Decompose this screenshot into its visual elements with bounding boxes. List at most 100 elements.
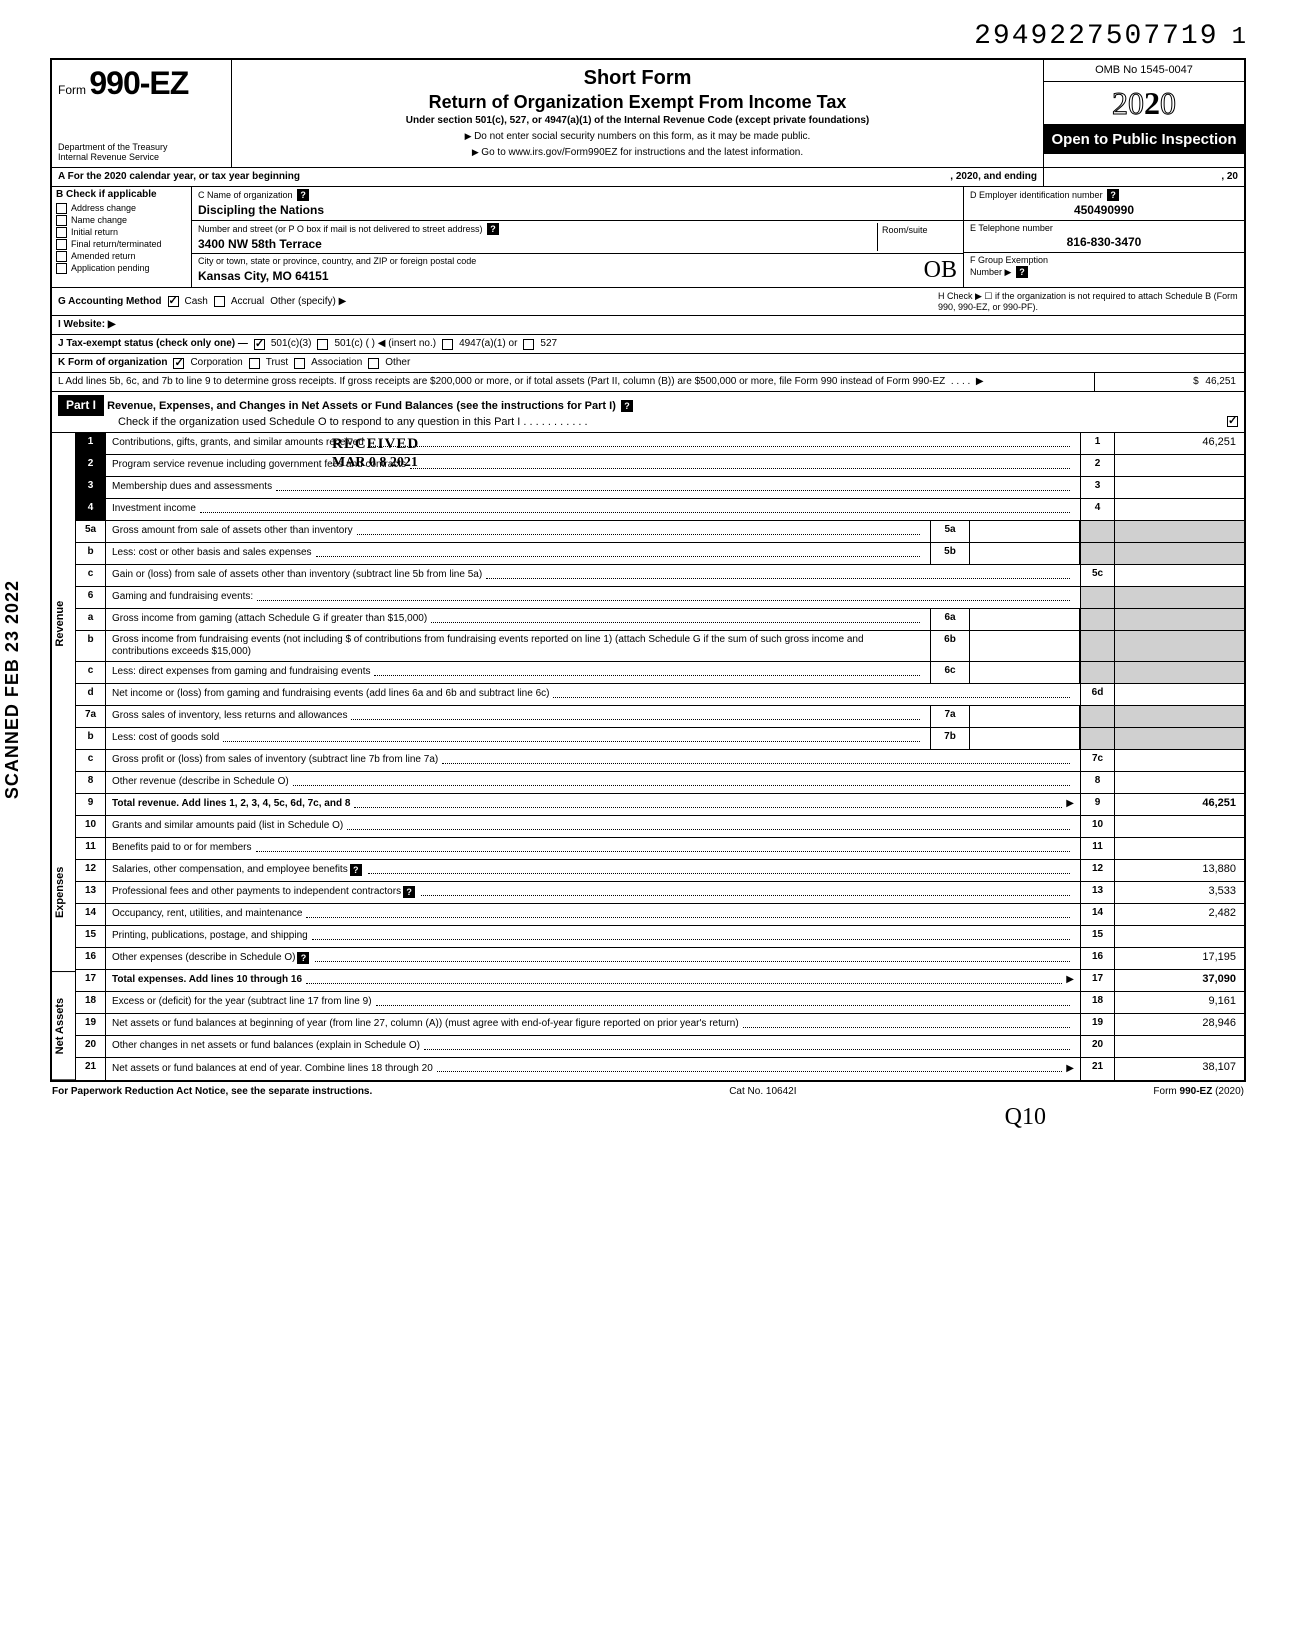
chk-4947[interactable] xyxy=(442,339,453,350)
line-6b: bGross income from fundraising events (n… xyxy=(76,631,1244,662)
chk-527[interactable] xyxy=(523,339,534,350)
amount-shade xyxy=(1114,631,1244,661)
amount[interactable] xyxy=(1114,838,1244,859)
chk-accrual[interactable] xyxy=(214,296,225,307)
side-revenue: Revenue xyxy=(52,433,75,814)
line-desc: Grants and similar amounts paid (list in… xyxy=(106,816,1080,837)
top-row: 2949227507719 1 xyxy=(50,20,1246,54)
help-icon[interactable]: ? xyxy=(403,886,415,898)
amount[interactable]: 38,107 xyxy=(1114,1058,1244,1080)
help-icon[interactable]: ? xyxy=(297,189,309,201)
chk-address-change[interactable]: Address change xyxy=(56,203,187,214)
box-b-header: B Check if applicable xyxy=(56,189,187,201)
part-1-header-row: Part I Revenue, Expenses, and Changes in… xyxy=(50,391,1246,432)
amount[interactable] xyxy=(1114,477,1244,498)
chk-association[interactable] xyxy=(294,358,305,369)
line-num: a xyxy=(76,609,106,630)
amount[interactable] xyxy=(1114,750,1244,771)
org-name-label: C Name of organization xyxy=(198,190,293,200)
help-icon[interactable]: ? xyxy=(621,400,633,412)
help-icon[interactable]: ? xyxy=(487,223,499,235)
sub-value[interactable] xyxy=(970,521,1080,542)
amount[interactable]: 37,090 xyxy=(1114,970,1244,991)
line-num: 2 xyxy=(76,455,106,476)
amount[interactable]: 13,880 xyxy=(1114,860,1244,881)
right-num: 21 xyxy=(1080,1058,1114,1080)
phone-value: 816-830-3470 xyxy=(970,235,1238,249)
amount[interactable]: 17,195 xyxy=(1114,948,1244,969)
help-icon[interactable]: ? xyxy=(297,952,309,964)
sub-value[interactable] xyxy=(970,543,1080,564)
amount[interactable] xyxy=(1114,565,1244,586)
amount[interactable]: 3,533 xyxy=(1114,882,1244,903)
line-21: 21Net assets or fund balances at end of … xyxy=(76,1058,1244,1080)
amount[interactable]: 2,482 xyxy=(1114,904,1244,925)
line-desc: Other changes in net assets or fund bala… xyxy=(106,1036,1080,1057)
chk-final-return[interactable]: Final return/terminated xyxy=(56,239,187,250)
chk-schedule-o[interactable] xyxy=(1227,416,1238,427)
right-num: 5c xyxy=(1080,565,1114,586)
line-19: 19Net assets or fund balances at beginni… xyxy=(76,1014,1244,1036)
line-7b: bLess: cost of goods sold7b xyxy=(76,728,1244,750)
amount[interactable] xyxy=(1114,499,1244,520)
line-8: 8Other revenue (describe in Schedule O)8 xyxy=(76,772,1244,794)
help-icon[interactable]: ? xyxy=(1107,189,1119,201)
amount[interactable] xyxy=(1114,816,1244,837)
right-num: 19 xyxy=(1080,1014,1114,1035)
form-number: Form 990-EZ xyxy=(58,64,225,102)
line-a-mid: , 2020, and ending xyxy=(950,171,1037,183)
amount[interactable]: 28,946 xyxy=(1114,1014,1244,1035)
right-num: 15 xyxy=(1080,926,1114,947)
chk-pending[interactable]: Application pending xyxy=(56,263,187,274)
right-num: 11 xyxy=(1080,838,1114,859)
chk-initial-return[interactable]: Initial return xyxy=(56,227,187,238)
right-num: 8 xyxy=(1080,772,1114,793)
line-g-h: G Accounting Method Cash Accrual Other (… xyxy=(50,287,1246,316)
help-icon[interactable]: ? xyxy=(350,864,362,876)
amount[interactable] xyxy=(1114,772,1244,793)
line-num: 4 xyxy=(76,499,106,520)
sub-value[interactable] xyxy=(970,728,1080,749)
chk-trust[interactable] xyxy=(249,358,260,369)
amount[interactable] xyxy=(1114,684,1244,705)
amount-shade xyxy=(1114,543,1244,564)
sub-value[interactable] xyxy=(970,631,1080,661)
line-num: d xyxy=(76,684,106,705)
line-num: 21 xyxy=(76,1058,106,1080)
chk-501c[interactable] xyxy=(317,339,328,350)
line-18: 18Excess or (deficit) for the year (subt… xyxy=(76,992,1244,1014)
accounting-label: G Accounting Method xyxy=(58,296,162,308)
right-num-shade xyxy=(1080,728,1114,749)
sub-value[interactable] xyxy=(970,706,1080,727)
help-icon[interactable]: ? xyxy=(1016,266,1028,278)
amount[interactable]: 46,251 xyxy=(1114,433,1244,454)
amount[interactable]: 46,251 xyxy=(1114,794,1244,815)
website-label: I Website: ▶ xyxy=(58,319,116,331)
chk-corporation[interactable] xyxy=(173,358,184,369)
line-desc: Less: cost or other basis and sales expe… xyxy=(106,543,930,564)
amount[interactable]: 9,161 xyxy=(1114,992,1244,1013)
line-5a: 5aGross amount from sale of assets other… xyxy=(76,521,1244,543)
chk-501c3[interactable] xyxy=(254,339,265,350)
line-num: 16 xyxy=(76,948,106,969)
right-num: 18 xyxy=(1080,992,1114,1013)
line-num: 7a xyxy=(76,706,106,727)
street-value: 3400 NW 58th Terrace xyxy=(198,237,877,251)
line-10: 10Grants and similar amounts paid (list … xyxy=(76,816,1244,838)
sub-value[interactable] xyxy=(970,609,1080,630)
right-num: 20 xyxy=(1080,1036,1114,1057)
right-num-shade xyxy=(1080,521,1114,542)
amount[interactable] xyxy=(1114,1036,1244,1057)
amount[interactable] xyxy=(1114,926,1244,947)
chk-amended[interactable]: Amended return xyxy=(56,251,187,262)
city-label: City or town, state or province, country… xyxy=(198,256,904,267)
sub-value[interactable] xyxy=(970,662,1080,683)
line-desc: Net assets or fund balances at beginning… xyxy=(106,1014,1080,1035)
side-expenses: Expenses xyxy=(52,814,75,972)
chk-other-org[interactable] xyxy=(368,358,379,369)
chk-cash[interactable] xyxy=(168,296,179,307)
chk-name-change[interactable]: Name change xyxy=(56,215,187,226)
catalog-number: Cat No. 10642I xyxy=(729,1086,796,1098)
line-12: 12Salaries, other compensation, and empl… xyxy=(76,860,1244,882)
amount[interactable] xyxy=(1114,455,1244,476)
